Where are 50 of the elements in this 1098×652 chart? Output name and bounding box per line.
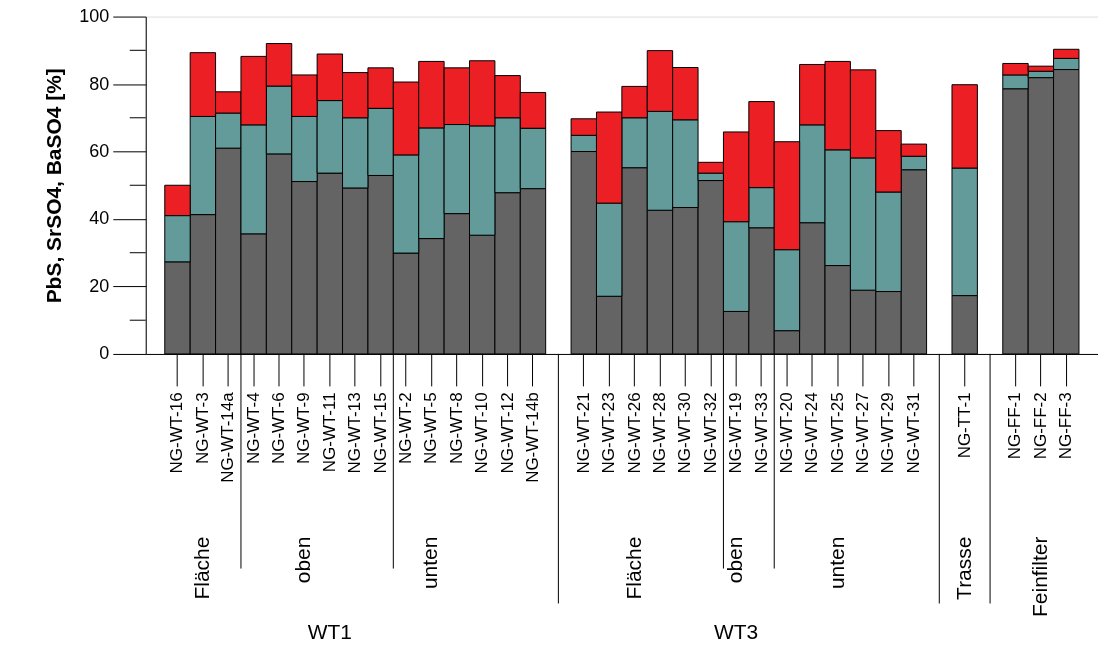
text: WT3 bbox=[714, 620, 759, 644]
x-tick-label: NG-WT-15 bbox=[370, 392, 390, 474]
x-tick-label: NG-WT-3 bbox=[192, 392, 212, 464]
text: Feinfilter bbox=[1027, 536, 1051, 617]
x-tick-label: NG-WT-16 bbox=[167, 392, 187, 474]
x-tick-label: NG-WT-19 bbox=[726, 392, 746, 474]
text: Fläche bbox=[621, 536, 645, 600]
y-axis-title: PbS, SrSO4, BaSO4 [%] bbox=[42, 68, 66, 304]
x-tick-label: NG-WT-11 bbox=[319, 392, 339, 473]
x-tick-label: NG-WT-26 bbox=[624, 392, 644, 474]
x-tick-label: NG-FF-1 bbox=[1005, 392, 1025, 460]
text: WT1 bbox=[307, 620, 352, 644]
x-tick-label: NG-WT-4 bbox=[243, 392, 263, 464]
x-tick-label: NG-WT-21 bbox=[573, 392, 593, 474]
x-tick-label: NG-WT-12 bbox=[497, 392, 517, 474]
text: Trasse bbox=[951, 536, 975, 600]
y-tick-label: 40 bbox=[89, 208, 110, 229]
x-tick-label: NG-WT-8 bbox=[446, 392, 466, 464]
x-tick-label: NG-WT-10 bbox=[472, 392, 492, 474]
y-tick-label: 0 bbox=[99, 343, 110, 364]
x-tick-label: NG-WT-24 bbox=[802, 392, 822, 474]
x-tick-label: NG-WT-33 bbox=[751, 392, 771, 474]
x-tick-label: NG-WT-14a bbox=[218, 391, 238, 483]
x-tick-label: NG-FF-3 bbox=[1056, 392, 1076, 460]
x-tick-label: NG-WT-28 bbox=[649, 392, 669, 474]
y-tick-label: 100 bbox=[79, 6, 110, 27]
x-tick-label: NG-WT-27 bbox=[853, 392, 873, 474]
x-tick-label: NG-WT-25 bbox=[827, 392, 847, 474]
x-tick-label: NG-WT-20 bbox=[776, 392, 796, 474]
y-tick-label: 60 bbox=[89, 141, 110, 162]
x-tick-label: NG-WT-13 bbox=[345, 392, 365, 474]
text: unten bbox=[418, 536, 442, 590]
text: oben bbox=[723, 536, 747, 584]
x-tick-label: NG-WT-9 bbox=[294, 392, 314, 464]
text: unten bbox=[824, 536, 848, 590]
x-tick-label: NG-WT-30 bbox=[675, 392, 695, 474]
x-tick-label: NG-WT-2 bbox=[396, 392, 416, 464]
x-tick-label: NG-WT-31 bbox=[903, 392, 923, 474]
x-tick-label: NG-WT-6 bbox=[269, 392, 289, 464]
x-tick-label: NG-FF-2 bbox=[1030, 392, 1050, 460]
x-tick-label: NG-WT-32 bbox=[700, 392, 720, 474]
x-tick-label: NG-TT-1 bbox=[954, 392, 974, 459]
y-tick-label: 80 bbox=[89, 73, 110, 94]
text: oben bbox=[291, 536, 315, 584]
text: Fläche bbox=[189, 536, 213, 600]
x-tick-label: NG-WT-23 bbox=[599, 392, 619, 474]
x-tick-label: NG-WT-14b bbox=[522, 392, 542, 483]
y-tick-label: 20 bbox=[89, 275, 110, 296]
x-tick-label: NG-WT-29 bbox=[878, 392, 898, 474]
x-tick-label: NG-WT-5 bbox=[421, 392, 441, 464]
